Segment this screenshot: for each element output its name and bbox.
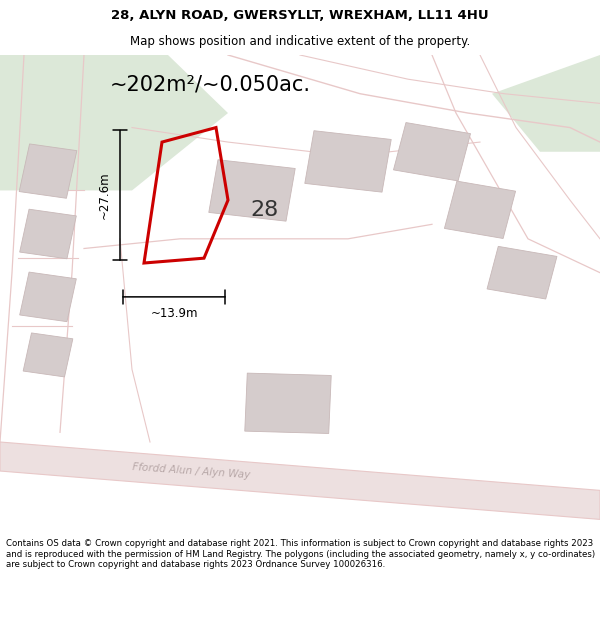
- Polygon shape: [394, 122, 470, 181]
- Text: Ffordd Alun / Alyn Way: Ffordd Alun / Alyn Way: [132, 462, 251, 480]
- Polygon shape: [20, 209, 76, 259]
- Polygon shape: [23, 333, 73, 377]
- Text: ~13.9m: ~13.9m: [150, 306, 198, 319]
- Polygon shape: [0, 442, 600, 519]
- Text: ~202m²/~0.050ac.: ~202m²/~0.050ac.: [110, 74, 311, 94]
- Polygon shape: [19, 144, 77, 198]
- Text: 28, ALYN ROAD, GWERSYLLT, WREXHAM, LL11 4HU: 28, ALYN ROAD, GWERSYLLT, WREXHAM, LL11 …: [111, 9, 489, 22]
- Polygon shape: [20, 272, 76, 322]
- Text: Contains OS data © Crown copyright and database right 2021. This information is : Contains OS data © Crown copyright and d…: [6, 539, 595, 569]
- Text: ~27.6m: ~27.6m: [98, 171, 111, 219]
- Polygon shape: [209, 160, 295, 221]
- Text: Map shows position and indicative extent of the property.: Map shows position and indicative extent…: [130, 35, 470, 48]
- Polygon shape: [445, 181, 515, 239]
- Polygon shape: [305, 131, 391, 192]
- Polygon shape: [487, 246, 557, 299]
- Polygon shape: [492, 55, 600, 152]
- Polygon shape: [0, 55, 228, 191]
- Text: 28: 28: [250, 200, 278, 220]
- Polygon shape: [245, 373, 331, 434]
